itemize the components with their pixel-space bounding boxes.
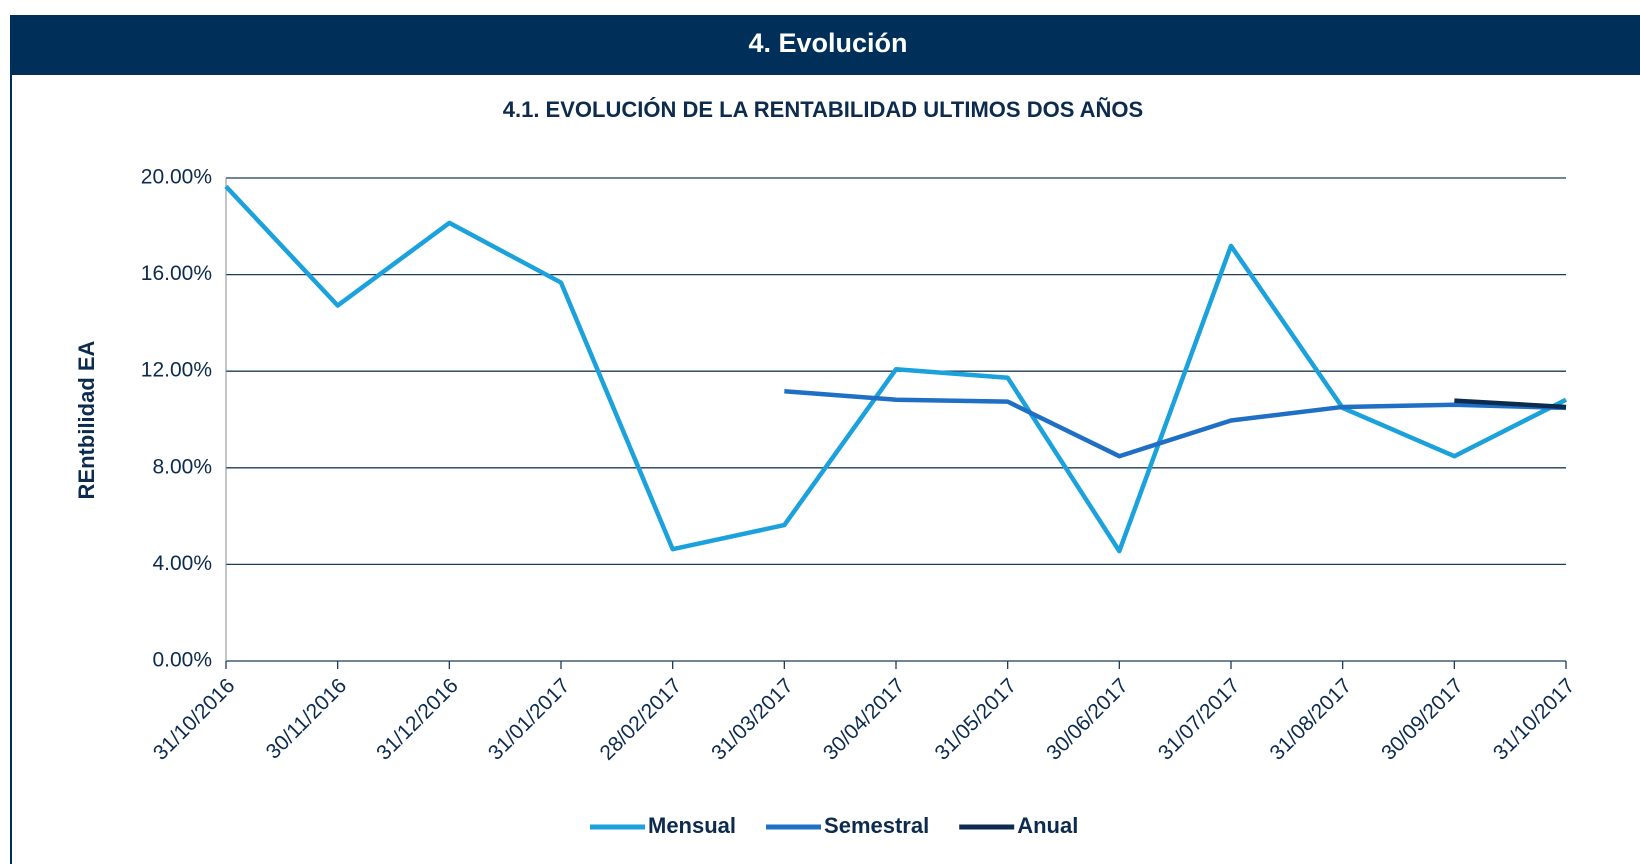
x-tick-label: 31/10/2017 bbox=[1489, 674, 1580, 765]
x-tick-label: 30/04/2017 bbox=[819, 674, 910, 765]
x-tick-label: 31/01/2017 bbox=[484, 674, 575, 765]
x-tick-label: 28/02/2017 bbox=[596, 674, 687, 765]
legend-label: Mensual bbox=[648, 813, 736, 838]
x-tick-label: 30/11/2016 bbox=[262, 674, 351, 763]
y-tick-label: 12.00% bbox=[141, 359, 212, 382]
x-tick-label: 31/12/2016 bbox=[372, 674, 463, 765]
series-line bbox=[224, 184, 1568, 554]
y-tick-label: 20.00% bbox=[141, 166, 212, 189]
y-tick-label: 8.00% bbox=[152, 455, 212, 478]
y-tick-label: 4.00% bbox=[152, 552, 212, 575]
x-tick-label: 31/07/2017 bbox=[1154, 674, 1245, 765]
y-tick-label: 0.00% bbox=[152, 649, 212, 672]
series-line bbox=[784, 389, 1567, 459]
y-axis-label: REntbilidad EA bbox=[74, 340, 99, 499]
header-band bbox=[10, 15, 1640, 75]
y-tick-label: 16.00% bbox=[141, 262, 212, 285]
legend-label: Anual bbox=[1017, 813, 1078, 838]
x-tick-label: 30/06/2017 bbox=[1042, 674, 1133, 765]
x-tick-label: 31/10/2016 bbox=[149, 674, 240, 765]
series-line bbox=[1454, 398, 1567, 410]
x-tick-label: 30/09/2017 bbox=[1377, 674, 1468, 765]
header-title: 4. Evolución bbox=[748, 28, 907, 58]
legend-label: Semestral bbox=[824, 813, 929, 838]
x-tick-label: 31/03/2017 bbox=[707, 674, 798, 765]
x-tick-label: 31/05/2017 bbox=[931, 674, 1022, 765]
x-tick-label: 31/08/2017 bbox=[1266, 674, 1357, 765]
chart-title: 4.1. EVOLUCIÓN DE LA RENTABILIDAD ULTIMO… bbox=[503, 97, 1143, 122]
